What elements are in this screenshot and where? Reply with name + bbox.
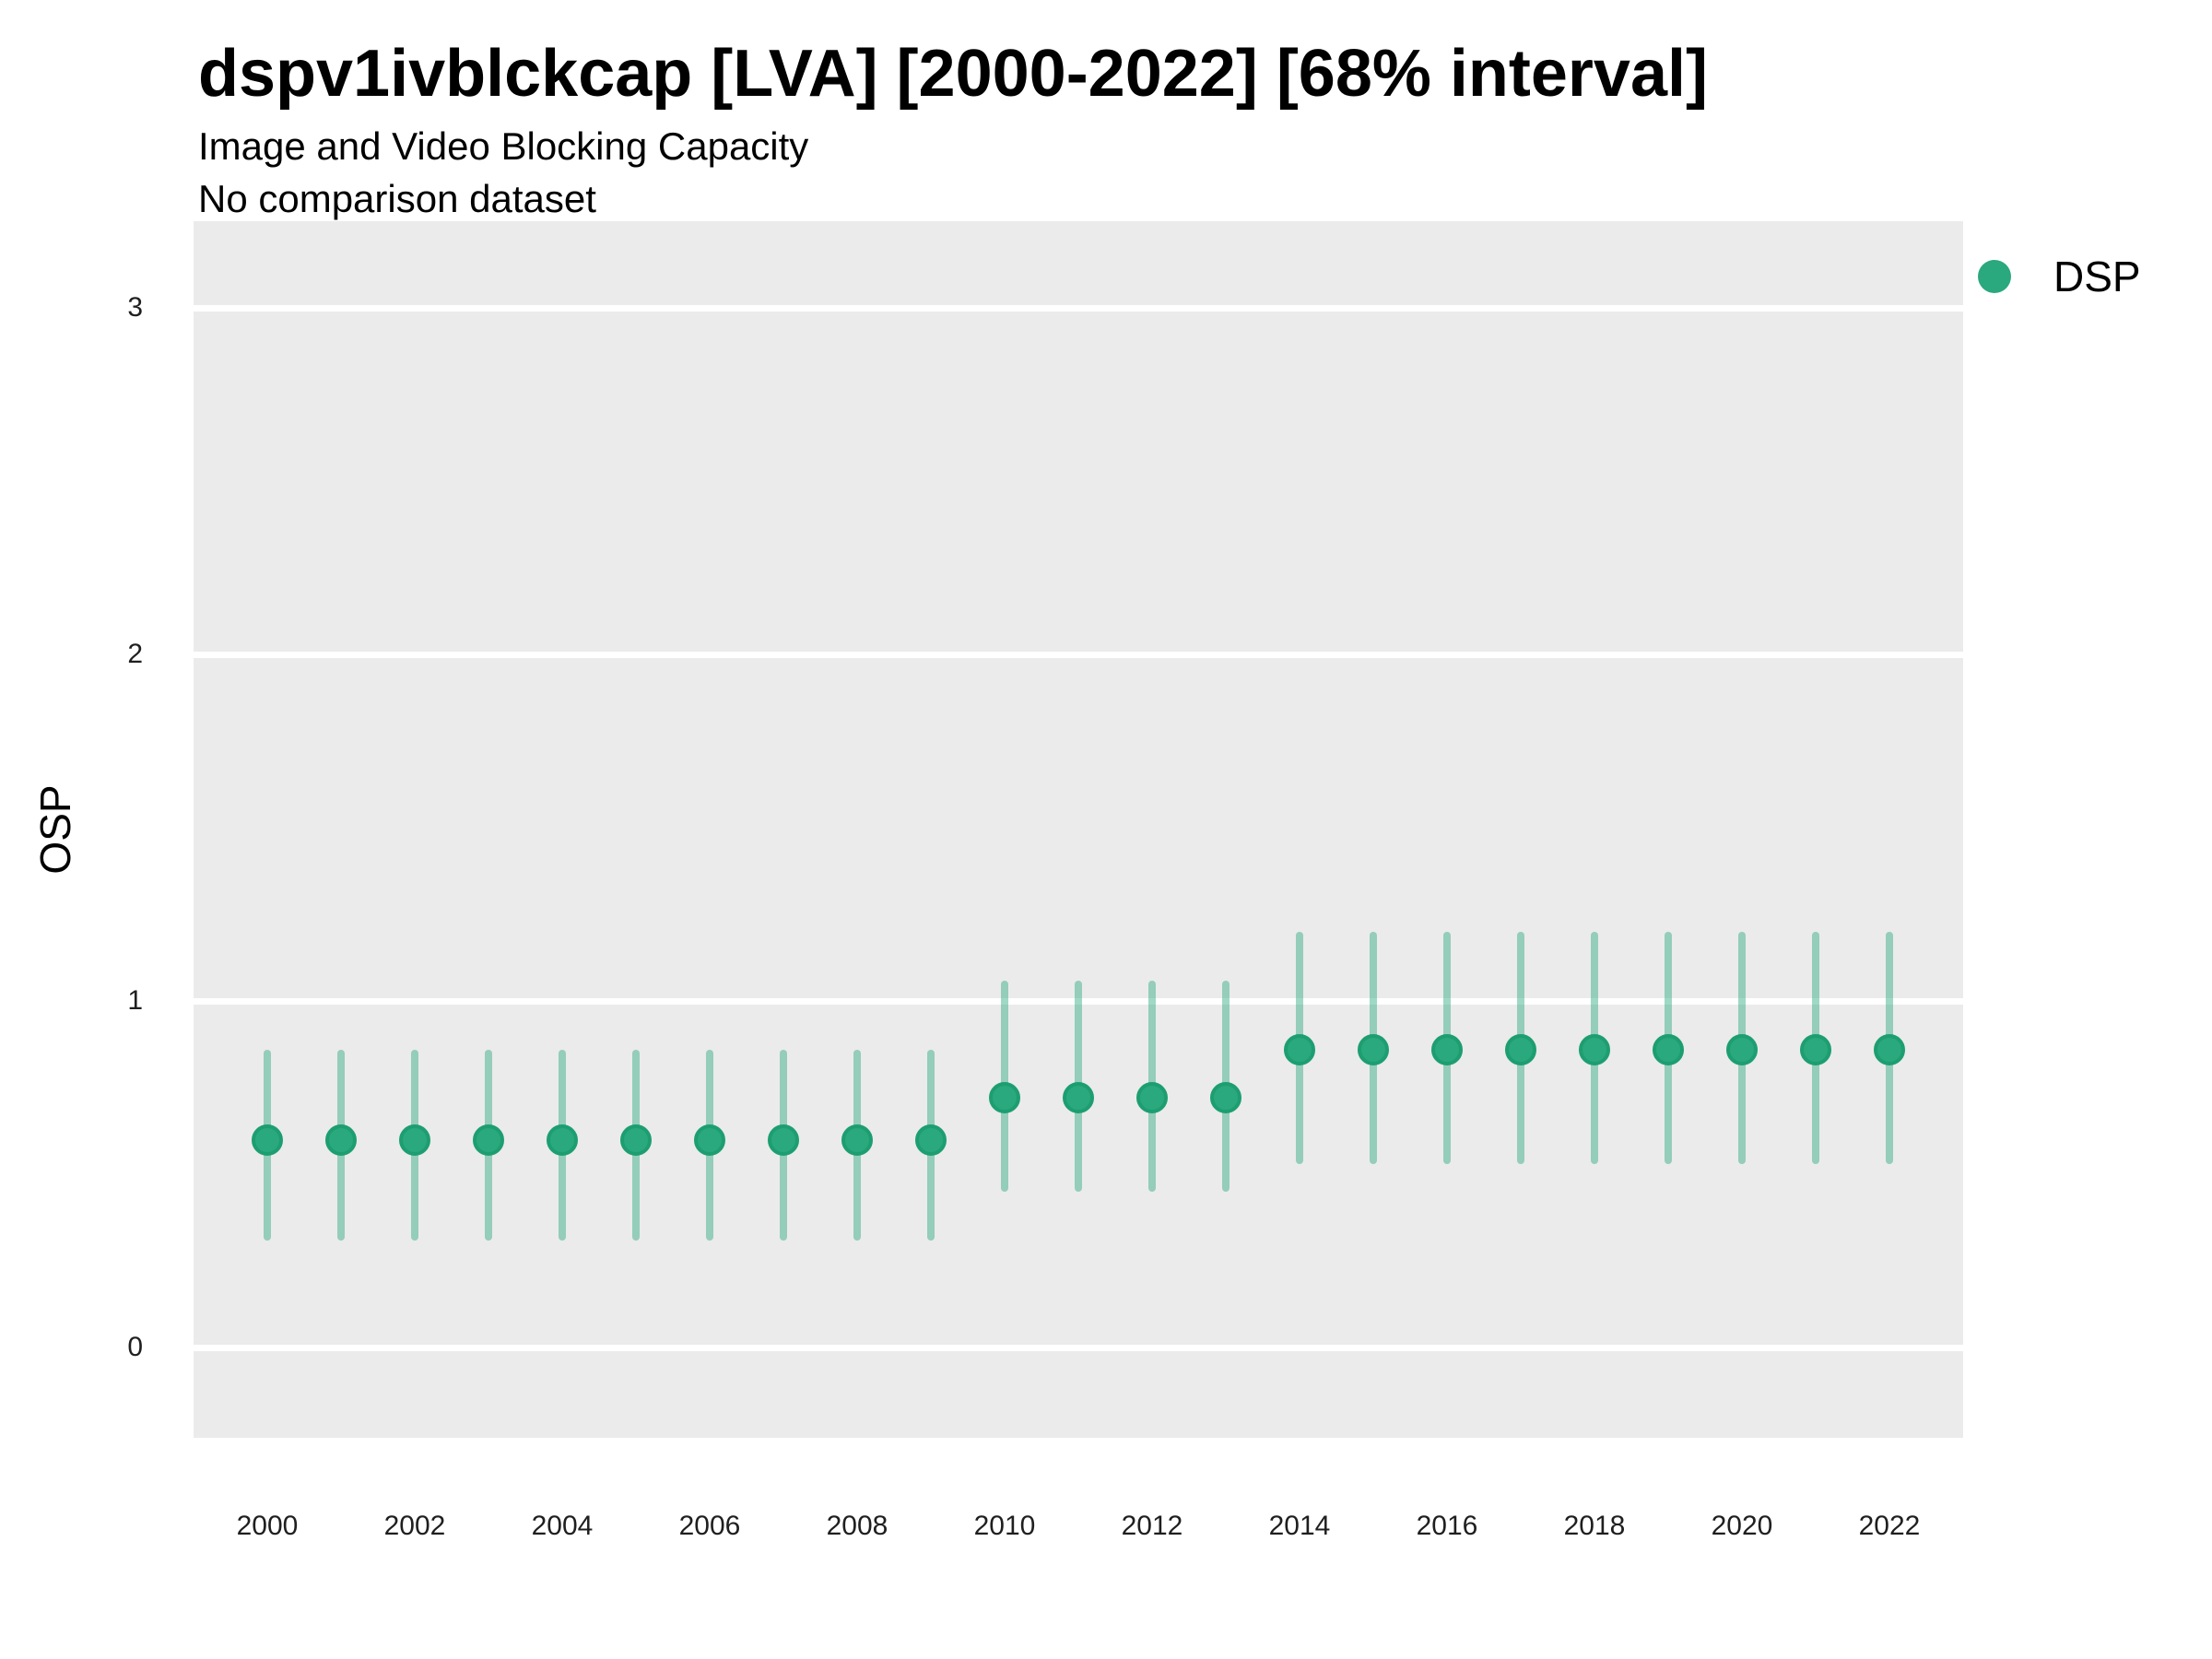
gridline-y-1 [194,997,1963,1005]
chart-subtitle: Image and Video Blocking Capacity [198,124,809,168]
legend-point-icon [1978,260,2011,293]
y-tick-label: 3 [127,292,143,324]
chart-header: dspv1ivblckcap [LVA] [2000-2022] [68% in… [198,39,1708,225]
x-tick-label: 2012 [1121,1511,1183,1541]
x-tick-label: 2002 [383,1511,446,1541]
point [768,1124,799,1156]
gridline-y-0 [194,1344,1963,1351]
chart-title: dspv1ivblckcap [LVA] [2000-2022] [68% in… [198,37,1708,111]
point [1284,1033,1315,1065]
x-tick-label: 2016 [1416,1511,1478,1541]
y-tick-label: 1 [127,985,143,1017]
point [1136,1082,1168,1114]
point [473,1124,504,1156]
point [1800,1033,1831,1065]
x-tick-label: 2004 [531,1511,594,1541]
legend: DSP [1978,251,2141,302]
point [547,1124,578,1156]
x-tick-label: 2008 [826,1511,888,1541]
x-tick-label: 2014 [1268,1511,1331,1541]
point [1210,1082,1241,1114]
x-tick-label: 2020 [1711,1511,1773,1541]
point [252,1124,283,1156]
point [1874,1033,1905,1065]
point [1431,1033,1463,1065]
x-tick-label: 2022 [1858,1511,1921,1541]
point [1063,1082,1094,1114]
point [1358,1033,1389,1065]
point [620,1124,652,1156]
point [841,1124,873,1156]
y-tick-label: 0 [127,1332,143,1363]
gridline-y-3 [194,304,1963,312]
x-tick-label: 2010 [973,1511,1036,1541]
y-axis-title: OSP [31,784,79,875]
x-tick-label: 2000 [236,1511,299,1541]
point [1505,1033,1536,1065]
gridline-y-2 [194,651,1963,658]
plot-panel [194,221,1963,1438]
point [399,1124,430,1156]
chart-note: No comparison dataset [198,177,596,220]
point [325,1124,357,1156]
point [915,1124,947,1156]
y-tick-label: 2 [127,639,143,670]
point [989,1082,1020,1114]
point [1579,1033,1610,1065]
point [1726,1033,1758,1065]
legend-label: DSP [2053,253,2141,300]
point [1653,1033,1684,1065]
x-tick-label: 2006 [678,1511,741,1541]
point [694,1124,725,1156]
x-tick-label: 2018 [1563,1511,1626,1541]
